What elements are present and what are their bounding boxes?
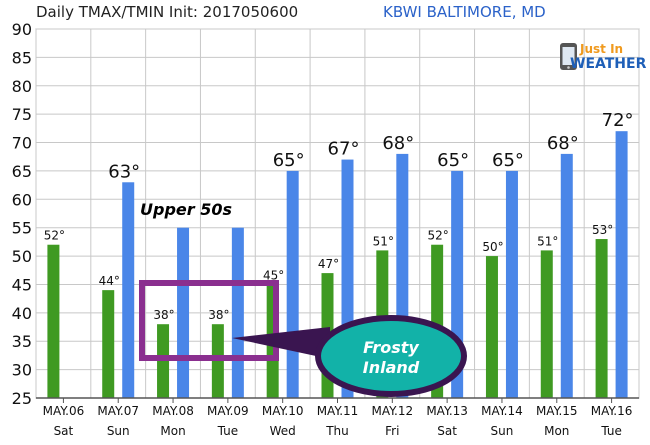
y-tick-label: 70 [12,134,32,153]
x-tick-label: MAY.06 [43,404,85,418]
tmin-bar [47,244,60,398]
tmin-bar [157,324,170,398]
just-in-weather-logo: Just In WEATHER [560,42,647,72]
tmin-data-label: 47° [318,257,339,271]
x-tick-label: MAY.13 [426,404,468,418]
x-day-label: Sat [54,424,74,438]
tmax-bar [560,153,573,398]
tmin-bar [595,239,608,398]
tmin-bar [540,250,553,398]
y-tick-label: 55 [12,219,32,238]
tmax-data-label: 68° [547,133,579,154]
tmax-bar [615,131,628,398]
tmin-data-label: 50° [482,240,503,254]
tmin-data-label: 52° [427,229,448,243]
x-tick-label: MAY.08 [152,404,194,418]
logo-line2: WEATHER [570,56,647,72]
x-tick-label: MAY.14 [481,404,523,418]
tmax-bar [231,227,244,398]
tmax-data-label: 65° [273,150,305,171]
tmin-data-label: 38° [208,308,229,322]
tmin-data-label: 44° [99,274,120,288]
x-day-label: Wed [270,424,296,438]
tmax-bar [505,170,518,398]
tmax-data-label: 72° [602,110,634,131]
tmin-data-label: 52° [44,229,65,243]
y-tick-label: 30 [12,361,32,380]
y-tick-label: 60 [12,190,32,209]
x-tick-label: MAY.11 [317,404,359,418]
tmin-data-label: 53° [592,223,613,237]
station-label: KBWI BALTIMORE, MD [383,3,546,21]
y-tick-label: 75 [12,105,32,124]
frosty-inland-bubble: Frosty Inland [232,315,467,397]
x-day-label: Thu [325,424,349,438]
x-day-label: Mon [160,424,185,438]
tmin-data-label: 45° [263,268,284,282]
bubble-body [315,315,467,397]
tmax-data-label: 68° [382,133,414,154]
x-day-label: Tue [600,424,622,438]
logo-line1: Just In [579,42,623,56]
tmax-data-label: 67° [328,139,360,160]
chart-title: Daily TMAX/TMIN Init: 2017050600 [36,3,298,21]
x-day-label: Sun [107,424,130,438]
x-day-label: Sun [491,424,514,438]
tmax-data-label: 65° [437,150,469,171]
data-labels: 52° 44° 63° 38° 38° 45° 65° 47° 67° 51° 68° 52° 65° 5… [44,110,634,322]
y-tick-label: 25 [12,389,32,408]
x-day-label: Tue [217,424,239,438]
x-tick-label: MAY.12 [372,404,414,418]
tmax-bar [177,227,190,398]
x-day-label: Fri [385,424,399,438]
axes: 25 30 35 40 45 50 55 60 65 70 75 80 85 90 MAY.06 Sat MAY… [12,20,639,438]
tmin-data-label: 51° [373,234,394,248]
y-tick-label: 80 [12,77,32,96]
x-tick-label: MAY.15 [536,404,578,418]
tmin-bar [211,324,224,398]
phone-icon [560,43,577,70]
tmax-bar [122,182,135,398]
highlight-box [139,280,279,361]
x-day-label: Sat [437,424,457,438]
y-tick-label: 85 [12,48,32,67]
bubble-pointer [232,327,330,359]
y-tick-label: 35 [12,332,32,351]
bubble-line2: Inland [363,358,420,377]
tmin-data-label: 38° [153,308,174,322]
y-tick-label: 90 [12,20,32,39]
tmin-bar [102,290,115,398]
tmin-bar [485,256,498,398]
tmin-data-label: 51° [537,234,558,248]
y-tick-label: 65 [12,162,32,181]
y-tick-label: 45 [12,275,32,294]
x-tick-label: MAY.07 [97,404,139,418]
x-tick-label: MAY.10 [262,404,304,418]
x-tick-label: MAY.16 [591,404,633,418]
bubble-line1: Frosty [363,338,419,357]
tmax-data-label: 65° [492,150,524,171]
y-tick-label: 40 [12,304,32,323]
tmax-data-label: 63° [108,161,140,182]
y-tick-label: 50 [12,247,32,266]
x-day-label: Mon [544,424,569,438]
x-tick-label: MAY.09 [207,404,249,418]
upper-50s-label: Upper 50s [140,200,232,219]
tmax-bar [286,170,299,398]
